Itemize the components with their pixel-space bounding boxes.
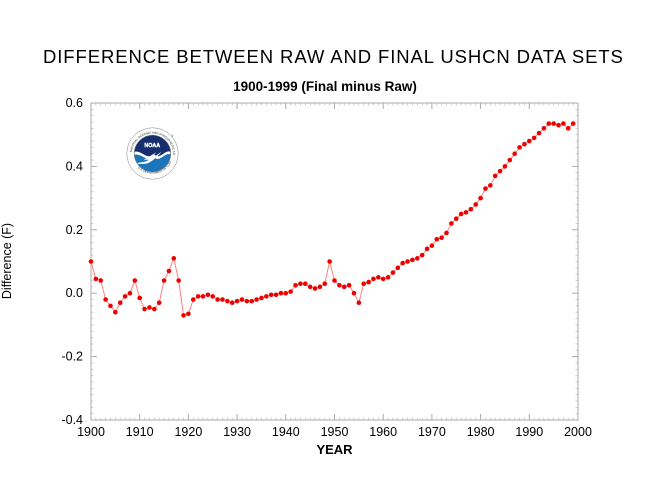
svg-text:1990: 1990 xyxy=(515,425,543,439)
svg-text:1900: 1900 xyxy=(77,425,105,439)
svg-text:0.0: 0.0 xyxy=(66,286,83,300)
svg-text:NOAA: NOAA xyxy=(144,143,160,149)
svg-text:1930: 1930 xyxy=(223,425,251,439)
svg-text:-0.4: -0.4 xyxy=(61,413,83,427)
svg-text:2000: 2000 xyxy=(564,425,592,439)
svg-text:1960: 1960 xyxy=(369,425,397,439)
svg-text:1940: 1940 xyxy=(272,425,300,439)
svg-text:1950: 1950 xyxy=(321,425,349,439)
svg-text:0.4: 0.4 xyxy=(66,159,83,173)
svg-text:1910: 1910 xyxy=(126,425,154,439)
svg-text:1970: 1970 xyxy=(418,425,446,439)
svg-text:0.6: 0.6 xyxy=(66,96,83,110)
svg-text:®: ® xyxy=(172,135,174,138)
svg-text:0.2: 0.2 xyxy=(66,223,83,237)
svg-text:1980: 1980 xyxy=(467,425,495,439)
svg-text:1920: 1920 xyxy=(174,425,202,439)
svg-text:-0.2: -0.2 xyxy=(61,350,83,364)
